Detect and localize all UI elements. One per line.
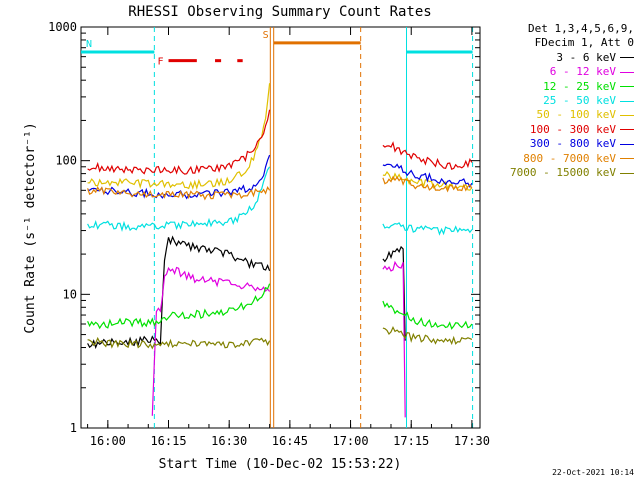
x-tick-label-5: 17:15 [393, 434, 429, 448]
legend-label-8: 7000 - 15000 keV [510, 166, 616, 180]
legend-header-1: Det 1,3,4,5,6,9, [528, 22, 634, 35]
legend-swatch-4 [620, 114, 634, 116]
series-line-3-seg-0 [87, 166, 271, 233]
legend-swatch-6 [620, 143, 634, 145]
annotation-label-s: S [263, 30, 269, 41]
annotation-label-n: N [86, 39, 92, 50]
flag-bars: N F S [81, 30, 473, 68]
series-line-0-seg-1 [382, 245, 406, 341]
series-line-2-seg-1 [382, 300, 473, 330]
x-tick-label-0: 16:00 [90, 434, 126, 448]
series-line-5-seg-0 [87, 109, 271, 175]
x-axis-label: Start Time (10-Dec-02 15:53:22) [159, 457, 402, 472]
series-line-7-seg-0 [87, 185, 271, 201]
series-line-1-seg-0 [151, 266, 271, 416]
legend-entries: 3 - 6 keV 6 - 12 keV 12 - 25 keV 25 - 50 ke… [510, 51, 634, 181]
legend-swatch-8 [620, 172, 634, 174]
legend-label-4: 50 - 100 keV [536, 108, 616, 122]
y-axis-label: Count Rate (s⁻¹ detector⁻¹) [23, 122, 38, 333]
legend-header-2: FDecim 1, Att 0 [534, 36, 634, 50]
legend-label-1: 6 - 12 keV [549, 65, 616, 79]
series-line-7-seg-1 [382, 175, 473, 193]
legend-label-2: 12 - 25 keV [543, 79, 616, 93]
x-tick-label-6: 17:30 [454, 434, 490, 448]
series-line-0-seg-0 [87, 235, 271, 350]
legend-swatch-1 [620, 71, 634, 73]
legend-swatch-2 [620, 86, 634, 88]
series-line-6-seg-1 [382, 163, 473, 189]
y-tick-label-2: 100 [55, 154, 77, 168]
y-tick-label-1: 10 [63, 287, 77, 301]
legend-entry-7: 800 - 7000 keV [510, 152, 634, 166]
legend: Det 1,3,4,5,6,9, FDecim 1, Att 0 3 - 6 k… [510, 22, 634, 180]
series-lines [87, 83, 473, 418]
chart-title: RHESSI Observing Summary Count Rates [128, 4, 431, 20]
timestamp: 22-Oct-2021 10:14 [552, 468, 634, 477]
series-line-2-seg-0 [87, 283, 271, 330]
x-tick-label-1: 16:15 [150, 434, 186, 448]
series-line-1-seg-1 [382, 260, 406, 418]
legend-label-6: 300 - 800 keV [529, 137, 616, 151]
x-tick-label-2: 16:30 [211, 434, 247, 448]
x-tick-label-4: 17:00 [332, 434, 368, 448]
legend-entry-5: 100 - 300 keV [510, 123, 634, 137]
legend-swatch-0 [620, 57, 634, 59]
legend-label-3: 25 - 50 keV [543, 94, 616, 108]
y-tick-label-3: 1000 [48, 20, 77, 34]
series-line-4-seg-0 [87, 83, 271, 191]
legend-label-7: 800 - 7000 keV [523, 151, 616, 165]
legend-entry-3: 25 - 50 keV [510, 94, 634, 108]
plot-frame [80, 26, 481, 429]
legend-entry-4: 50 - 100 keV [510, 108, 634, 122]
series-line-5-seg-1 [382, 141, 473, 170]
y-tick-label-0: 1 [70, 421, 77, 435]
legend-swatch-7 [620, 158, 634, 160]
legend-swatch-3 [620, 100, 634, 102]
legend-label-5: 100 - 300 keV [529, 122, 616, 136]
series-line-6-seg-0 [87, 154, 271, 200]
annotation-label-f: F [157, 57, 163, 68]
axis-ticks: 16:00 16:15 16:30 16:45 17:00 17:15 17:30 1 10 10… [48, 20, 490, 448]
legend-label-0: 3 - 6 keV [556, 50, 616, 64]
vertical-markers [153, 27, 474, 428]
legend-entry-8: 7000 - 15000 keV [510, 166, 634, 180]
legend-swatch-5 [620, 129, 634, 131]
legend-entry-6: 300 - 800 keV [510, 137, 634, 151]
legend-entry-0: 3 - 6 keV [510, 51, 634, 65]
legend-entry-2: 12 - 25 keV [510, 80, 634, 94]
legend-entry-1: 6 - 12 keV [510, 65, 634, 79]
series-line-8-seg-1 [382, 325, 473, 346]
series-line-3-seg-1 [382, 222, 473, 236]
x-tick-label-3: 16:45 [272, 434, 308, 448]
series-line-8-seg-0 [87, 336, 271, 350]
